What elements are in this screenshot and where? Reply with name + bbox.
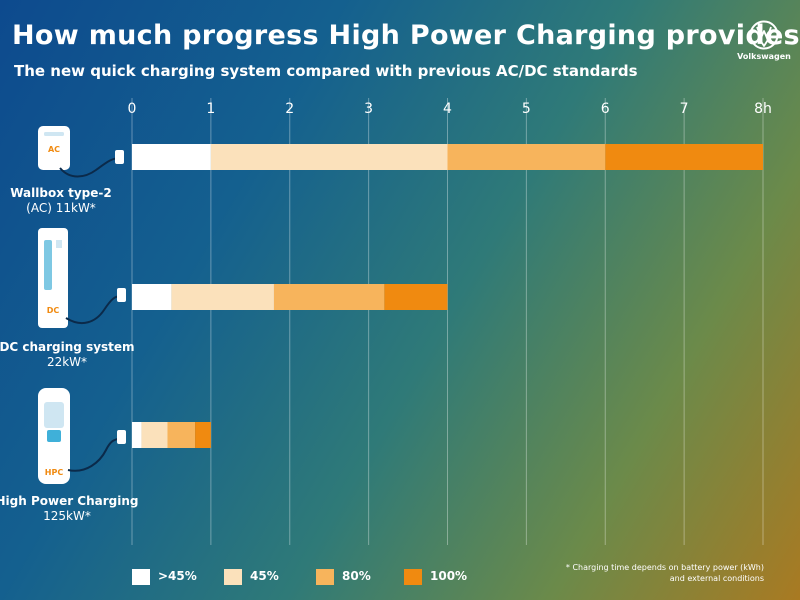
legend-swatch: [316, 569, 334, 585]
x-tick-label: 1: [206, 101, 215, 117]
chart-subtitle: The new quick charging system compared w…: [14, 62, 638, 80]
device-power: (AC) 11kW*: [26, 201, 96, 215]
legend-swatch: [404, 569, 422, 585]
bar-segments: [132, 144, 763, 448]
legend-label: 100%: [430, 569, 468, 583]
charger-icons: AC DC HPC: [38, 126, 126, 484]
footnote: * Charging time depends on battery power…: [565, 563, 764, 583]
x-tick-label: 7: [680, 101, 689, 117]
device-badge-hpc: HPC: [45, 468, 64, 477]
bar-segment: [605, 144, 763, 170]
x-tick-label: 6: [601, 101, 610, 117]
bar-segment: [273, 284, 385, 310]
legend-swatch: [132, 569, 150, 585]
legend-swatch: [224, 569, 242, 585]
dc-charger-icon: DC: [38, 228, 126, 328]
device-name: Wallbox type-2: [10, 186, 112, 200]
device-power: 125kW*: [43, 509, 91, 523]
x-tick-label: 0: [128, 101, 137, 117]
device-power: 22kW*: [46, 355, 88, 369]
hpc-charger-icon: HPC: [38, 388, 126, 484]
x-tick-label: 8h: [754, 101, 772, 117]
bar-segment: [195, 422, 211, 448]
wallbox-ac-icon: AC: [38, 126, 124, 178]
legend-label: 45%: [250, 569, 279, 583]
device-name: High Power Charging: [0, 494, 139, 508]
device-label-hpc: High Power Charging 125kW*: [0, 494, 142, 524]
vw-logo-icon: [749, 20, 779, 50]
bar-segment: [447, 144, 606, 170]
brand-name: Volkswagen: [737, 52, 791, 61]
device-badge-dc: DC: [47, 306, 60, 315]
device-label-wallbox: Wallbox type-2 (AC) 11kW*: [0, 186, 136, 216]
x-tick-labels: 0 1 2 3 4 5 6 7 8h: [128, 101, 772, 117]
legend-label: 80%: [342, 569, 371, 583]
bar-segment: [141, 422, 168, 448]
device-label-dc: DC charging system 22kW*: [0, 340, 142, 370]
legend-label: >45%: [158, 569, 197, 583]
bar-segment: [132, 144, 211, 170]
device-name: DC charging system: [0, 340, 135, 354]
bar-segment: [132, 284, 172, 310]
bar-segment: [384, 284, 448, 310]
bar-segment: [210, 144, 448, 170]
x-tick-label: 5: [522, 101, 531, 117]
brand-logo: Volkswagen: [736, 20, 792, 61]
bar-segment: [132, 422, 142, 448]
bar-segment: [167, 422, 196, 448]
x-tick-label: 3: [364, 101, 373, 117]
chart-title: How much progress High Power Charging pr…: [12, 20, 800, 51]
gridlines: [131, 98, 764, 545]
x-tick-label: 4: [443, 101, 452, 117]
x-tick-label: 2: [285, 101, 294, 117]
device-badge-ac: AC: [48, 145, 60, 154]
bar-segment: [171, 284, 274, 310]
